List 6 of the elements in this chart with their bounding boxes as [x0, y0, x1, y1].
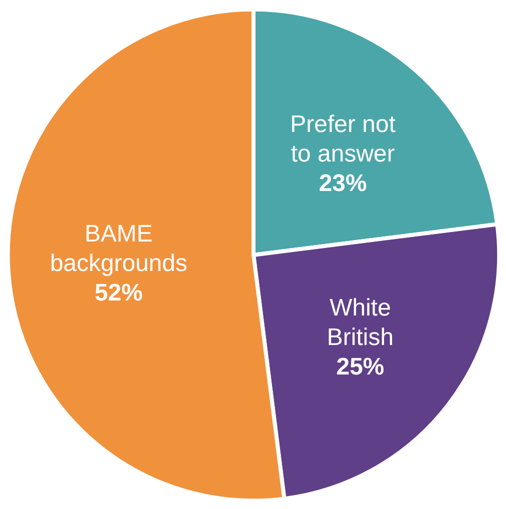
slice-label: Prefer not to answer: [290, 111, 396, 168]
data-label: 25%: [336, 353, 384, 380]
data-label: 52%: [94, 279, 143, 306]
slice-label: White British: [326, 294, 394, 351]
slice-label: BAME backgrounds: [50, 220, 188, 277]
data-label: 23%: [318, 170, 367, 197]
